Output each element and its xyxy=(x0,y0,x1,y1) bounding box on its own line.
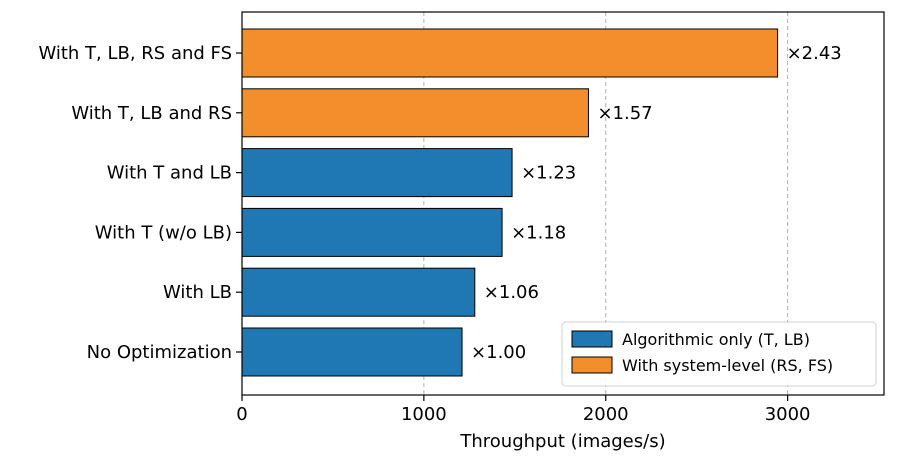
bar xyxy=(241,267,476,317)
y-tick-label: With T and LB xyxy=(107,163,232,184)
x-tick-label: 3000 xyxy=(765,404,811,425)
y-axis: No Optimization With LB With T (w/o LB) Wit… xyxy=(38,43,242,363)
bar-value-label: ×1.18 xyxy=(511,222,566,243)
bars xyxy=(241,28,779,377)
x-tick-label: 0 xyxy=(236,404,247,425)
x-axis: 0 1000 2000 3000 xyxy=(236,395,811,425)
x-axis-label: Throughput (images/s) xyxy=(459,431,665,452)
legend-swatch xyxy=(571,356,613,374)
bar xyxy=(241,207,503,257)
legend-frame xyxy=(561,321,877,387)
bar xyxy=(241,148,513,198)
bar-value-label: ×2.43 xyxy=(787,43,842,64)
bar-value-label: ×1.00 xyxy=(471,342,526,363)
legend: Algorithmic only (T, LB) With system-leve… xyxy=(561,321,877,387)
y-tick-label: With T (w/o LB) xyxy=(95,222,232,243)
bar-value-label: ×1.06 xyxy=(484,282,539,303)
y-tick-label: With T, LB, RS and FS xyxy=(38,43,232,64)
y-tick-label: With T, LB and RS xyxy=(71,103,232,124)
x-tick-label: 1000 xyxy=(401,404,447,425)
bar-value-label: ×1.23 xyxy=(521,163,576,184)
bar-value-label: ×1.57 xyxy=(597,103,652,124)
bar xyxy=(241,28,779,78)
bar xyxy=(241,327,463,377)
legend-label: Algorithmic only (T, LB) xyxy=(622,330,810,349)
bar xyxy=(241,88,589,138)
legend-swatch xyxy=(571,330,613,348)
x-tick-label: 2000 xyxy=(583,404,629,425)
plot-frame xyxy=(241,11,885,396)
bar-value-labels: ×1.00 ×1.06 ×1.18 ×1.23 ×1.57 ×2.43 xyxy=(471,43,842,363)
legend-label: With system-level (RS, FS) xyxy=(622,356,833,375)
y-tick-label: No Optimization xyxy=(87,342,232,363)
y-tick-label: With LB xyxy=(163,282,232,303)
